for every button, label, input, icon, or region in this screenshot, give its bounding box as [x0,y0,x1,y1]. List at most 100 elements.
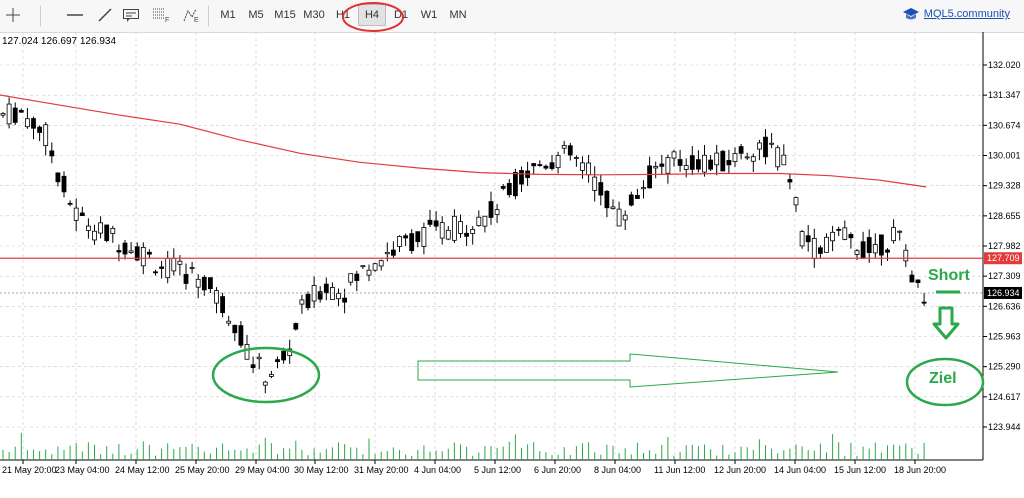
candle-bear [354,273,360,281]
price-label: 125.963 [988,332,1021,342]
candlesticks [0,97,927,394]
candle-bear [207,277,213,290]
candle-bear [519,170,524,185]
price-label: 130.001 [988,151,1021,161]
candle-bull [714,152,720,166]
crosshair-icon[interactable] [2,4,24,26]
candle-bull [891,227,896,242]
candle-bull [336,292,341,300]
candle-bull [897,230,903,233]
candle-bull [195,278,201,288]
timeframe-mn[interactable]: MN [449,9,467,21]
candle-bear [403,235,409,239]
candle-bull [439,222,445,239]
timeframe-m5[interactable]: M5 [248,9,264,21]
candle-bear [879,234,884,256]
candle-bear [134,246,140,261]
candle-bull [854,250,860,255]
candle-bull [470,228,476,234]
price-label: 124.617 [988,392,1021,402]
candle-bear [79,212,85,216]
candle-bull [262,381,268,386]
candle-bull [811,238,817,260]
time-label: 4 Jun 04:00 [414,465,461,475]
time-label: 25 May 20:00 [175,465,230,475]
candle-bull [6,103,12,125]
candle-bear [500,186,506,189]
timeframe-m1[interactable]: M1 [220,9,236,21]
candle-bear [55,172,61,183]
price-label: 128.655 [988,211,1021,221]
candle-bear [537,164,543,166]
candle-bull [445,229,451,240]
target-ellipse [905,357,985,407]
candle-bull [592,176,598,191]
candle-bear [488,201,494,218]
chart-grid [0,32,983,460]
candle-bull [171,257,177,272]
candle-bear [427,219,433,225]
candle-bull [555,155,561,169]
mql5-community-label: MQL5.community [923,8,1010,20]
candle-bull [43,124,49,146]
candle-bear [708,159,713,170]
candle-bull [244,344,250,360]
candle-bull [610,206,616,209]
candle-bull [110,227,116,234]
candle-bear [604,190,610,209]
candle-bear [146,251,152,255]
candle-bull [458,221,463,234]
chart-toolbar: F E M1 M5 M15 M30 H1 H4 D1 W1 MN MQL5.co… [0,0,1024,33]
candle-bear [305,293,311,309]
candle-bull [586,162,591,176]
toolbar-separator [208,6,209,26]
candle-bear [433,220,439,227]
time-label: 29 May 04:00 [235,465,290,475]
price-label: 129.328 [988,181,1021,191]
candle-bear [317,291,323,300]
horizontal-line-icon[interactable] [64,4,86,26]
timeframe-h4[interactable]: H4 [358,4,386,26]
candle-bear [763,136,768,158]
timeframe-d1[interactable]: D1 [393,9,409,21]
candle-bear [860,241,866,259]
price-label: 130.674 [988,120,1021,130]
candle-bear [116,250,122,253]
candle-bear [323,283,329,294]
timeframe-w1[interactable]: W1 [420,9,438,21]
candle-bull [702,154,707,173]
volume-bars [2,432,925,460]
candle-bear [12,107,18,123]
timeframe-m15[interactable]: M15 [274,9,296,21]
candle-bull [268,374,274,377]
candle-bear [37,126,42,133]
time-label: 31 May 20:00 [354,465,409,475]
fibonacci-expansion-icon[interactable]: E [180,4,202,26]
candle-bull [732,153,738,163]
trendline-icon[interactable] [94,4,116,26]
candle-bull [92,230,97,241]
candle-bull [73,207,79,221]
candle-bear [787,179,793,183]
low-zone-ellipse [211,346,321,404]
candle-bull [799,231,805,247]
candle-bear [567,145,573,156]
candle-bear [250,364,256,368]
candle-bull [824,236,829,253]
candle-bull [348,273,354,283]
down-arrow-icon [932,306,960,340]
price-label: 127.309 [988,271,1021,281]
timeframe-m30[interactable]: M30 [303,9,325,21]
fibonacci-icon[interactable]: F [150,4,172,26]
candle-bear [921,301,927,304]
candle-bear [909,274,915,283]
candle-bull [793,197,799,206]
price-chart[interactable]: 127.024 126.697 126.934 132.020131.34713… [0,32,1024,498]
time-label: 12 Jun 20:00 [714,465,766,475]
mql5-community-link[interactable]: MQL5.community [902,7,1010,21]
candle-bull [842,227,848,240]
candle-bear [159,266,165,269]
candle-bear [696,159,701,170]
text-label-icon[interactable] [120,4,142,26]
candle-bear [598,182,604,196]
